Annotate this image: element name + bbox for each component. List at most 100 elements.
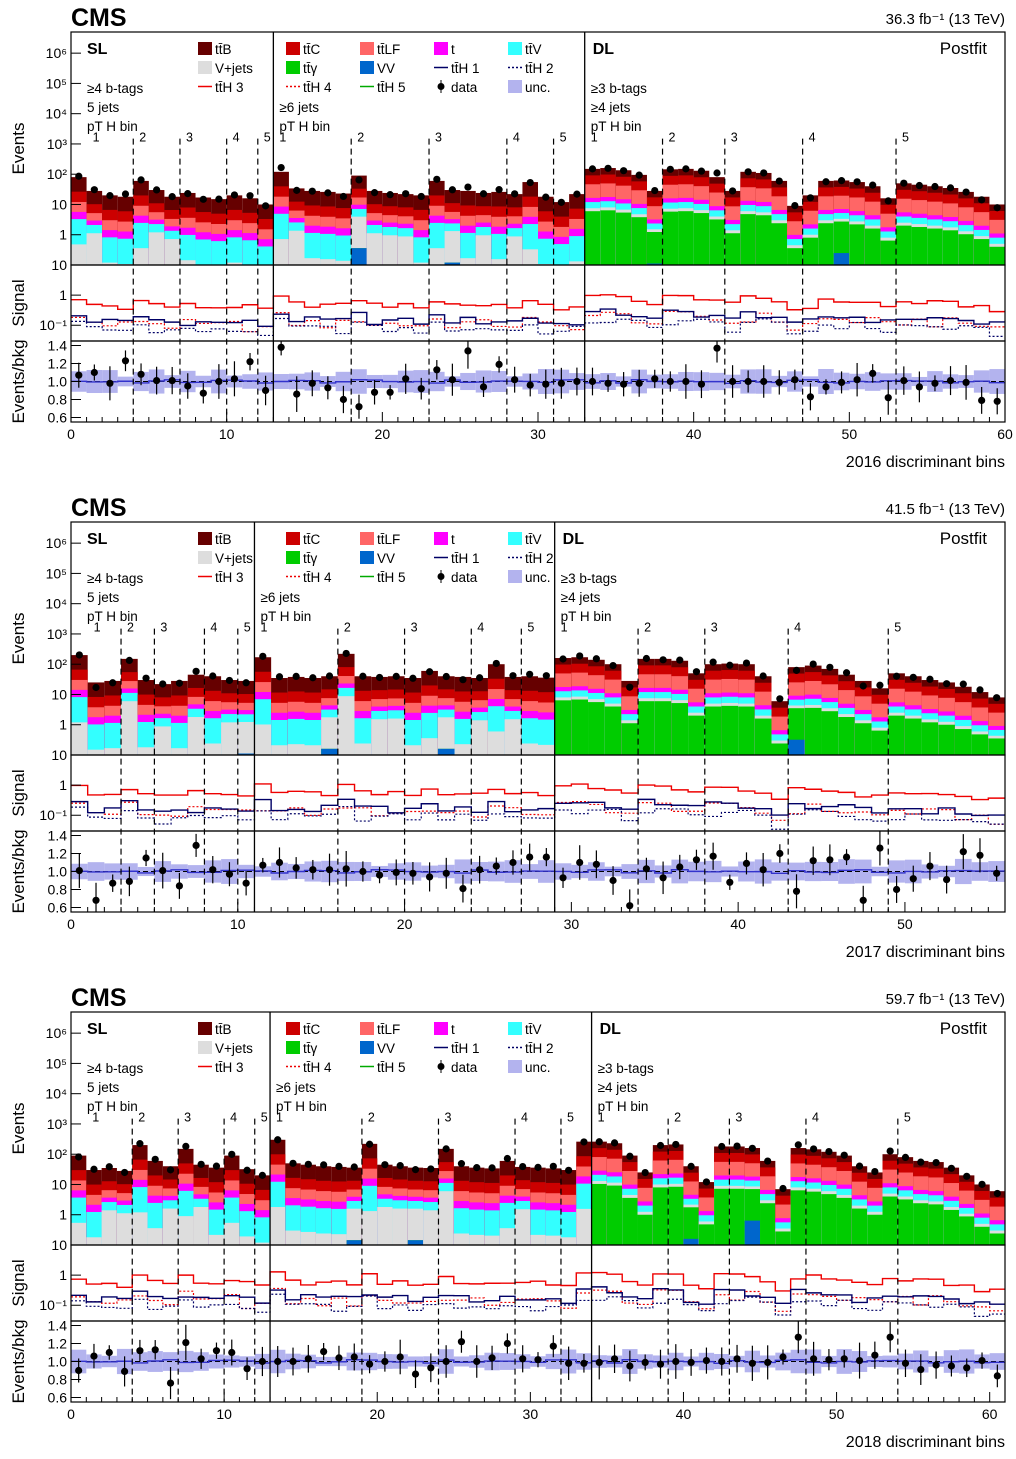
legend-label: tt̄H 2	[525, 551, 554, 566]
ytick-signal-label: 10⁻¹	[39, 807, 67, 823]
bar-vjets	[499, 1228, 516, 1245]
ratio-point	[592, 860, 600, 868]
bar-vjets	[438, 1191, 454, 1245]
data-point	[230, 191, 239, 199]
bar-vjets	[148, 232, 165, 265]
ratio-point	[242, 879, 250, 887]
legend-swatch	[508, 80, 522, 93]
legend-swatch	[286, 61, 300, 74]
bar-vjets	[491, 259, 507, 265]
bar-vjets	[132, 1212, 148, 1245]
data-point	[917, 1158, 925, 1166]
pt-bin-label: 2	[674, 1111, 681, 1125]
ratio-point	[794, 1333, 802, 1341]
ratio-point	[479, 383, 488, 391]
ratio-point	[396, 1353, 404, 1361]
data-point	[760, 169, 768, 177]
ytick-main-label: 10	[51, 686, 67, 702]
xtick-label: 20	[375, 426, 391, 442]
signal-curves	[71, 294, 1005, 337]
panel-3: 1 2 3 4 5 1 2 3 4 5 1 2 3 4 511010²10³10⁴10⁵10⁶10⁻¹110…	[9, 984, 1006, 1451]
ratio-point	[963, 1364, 971, 1372]
ratio-point	[92, 896, 100, 904]
data-point	[274, 1136, 282, 1144]
legend-swatch	[434, 532, 448, 545]
bar-ttV	[257, 246, 274, 265]
data-point	[837, 177, 846, 185]
legend-swatch	[360, 551, 374, 564]
sl-cat1-label: ≥4 b-tags	[87, 81, 143, 96]
ratio-point	[355, 403, 363, 411]
data-point	[713, 169, 721, 177]
data-point	[859, 682, 867, 690]
sl-cat2-label: ≥6 jets	[279, 100, 319, 115]
ratio-point	[519, 1355, 527, 1363]
bar-ttV	[254, 1217, 271, 1245]
data-point	[672, 1140, 680, 1149]
ratio-panel	[71, 1321, 1005, 1400]
bar-vjets	[407, 1208, 424, 1245]
pt-bin-label: 4	[809, 131, 816, 145]
ratio-point	[886, 1333, 894, 1341]
bar-ttV	[87, 724, 105, 755]
ratio-point	[993, 397, 1001, 405]
ratio-point	[871, 1351, 879, 1359]
ratio-point	[120, 1367, 129, 1375]
ratio-point	[359, 867, 367, 876]
bar-vjets	[487, 731, 505, 755]
legend-label: unc.	[525, 1060, 551, 1075]
data-point	[261, 202, 270, 210]
data-point	[159, 680, 167, 688]
ratio-point	[682, 377, 690, 386]
bar-ttgamma	[729, 1188, 745, 1245]
ratio-point	[697, 380, 706, 388]
legend-label: tt̄V	[525, 532, 542, 547]
bar-vjets	[147, 1228, 163, 1245]
data-points	[75, 163, 1001, 212]
data-point	[355, 176, 363, 184]
data-point	[826, 663, 834, 671]
sl-cat1-label: 5 jets	[87, 590, 120, 605]
bar-vjets	[71, 722, 88, 755]
bar-VV	[744, 1220, 761, 1245]
bar-ttgamma	[880, 240, 897, 265]
data-point	[125, 656, 133, 665]
ratio-point	[826, 856, 834, 864]
xtick-label: 60	[997, 426, 1013, 442]
ratio-point	[175, 882, 184, 890]
bar-ttgamma	[652, 1187, 669, 1245]
data-point	[526, 179, 534, 187]
data-points	[75, 649, 1001, 703]
data-point	[792, 666, 801, 675]
data-point	[417, 192, 425, 201]
ytick-ratio-label: 0.6	[48, 900, 68, 916]
data-point	[168, 193, 176, 201]
tth3-line	[71, 783, 1005, 801]
pt-bin-label: 4	[794, 621, 801, 635]
ratio-point	[822, 383, 830, 391]
ratio-point	[676, 863, 684, 871]
bar-ttgamma	[615, 212, 632, 265]
ratio-point	[121, 357, 130, 365]
xtick-label: 50	[829, 1406, 845, 1422]
bar-vjets	[444, 231, 461, 265]
data-point	[359, 672, 367, 680]
data-point	[687, 1162, 695, 1170]
bar-ttV	[179, 234, 196, 265]
data-point	[75, 1153, 83, 1161]
ytick-signal-label: 10	[51, 747, 67, 763]
data-point	[993, 694, 1001, 702]
xtick-label: 20	[369, 1406, 385, 1422]
ratio-point	[308, 379, 316, 387]
data-point	[682, 165, 690, 173]
ytick-main-label: 1	[59, 717, 67, 733]
bar-ttgamma	[989, 1233, 1005, 1245]
bar-ttV	[117, 238, 134, 265]
data-point	[744, 168, 752, 176]
legend-swatch	[437, 83, 445, 90]
data-point	[442, 1145, 450, 1153]
legend-label: tt̄V	[525, 1022, 542, 1037]
ratio-point	[959, 848, 967, 856]
pt-bin-label: 1	[92, 1111, 99, 1125]
bar-vjets	[237, 721, 255, 755]
